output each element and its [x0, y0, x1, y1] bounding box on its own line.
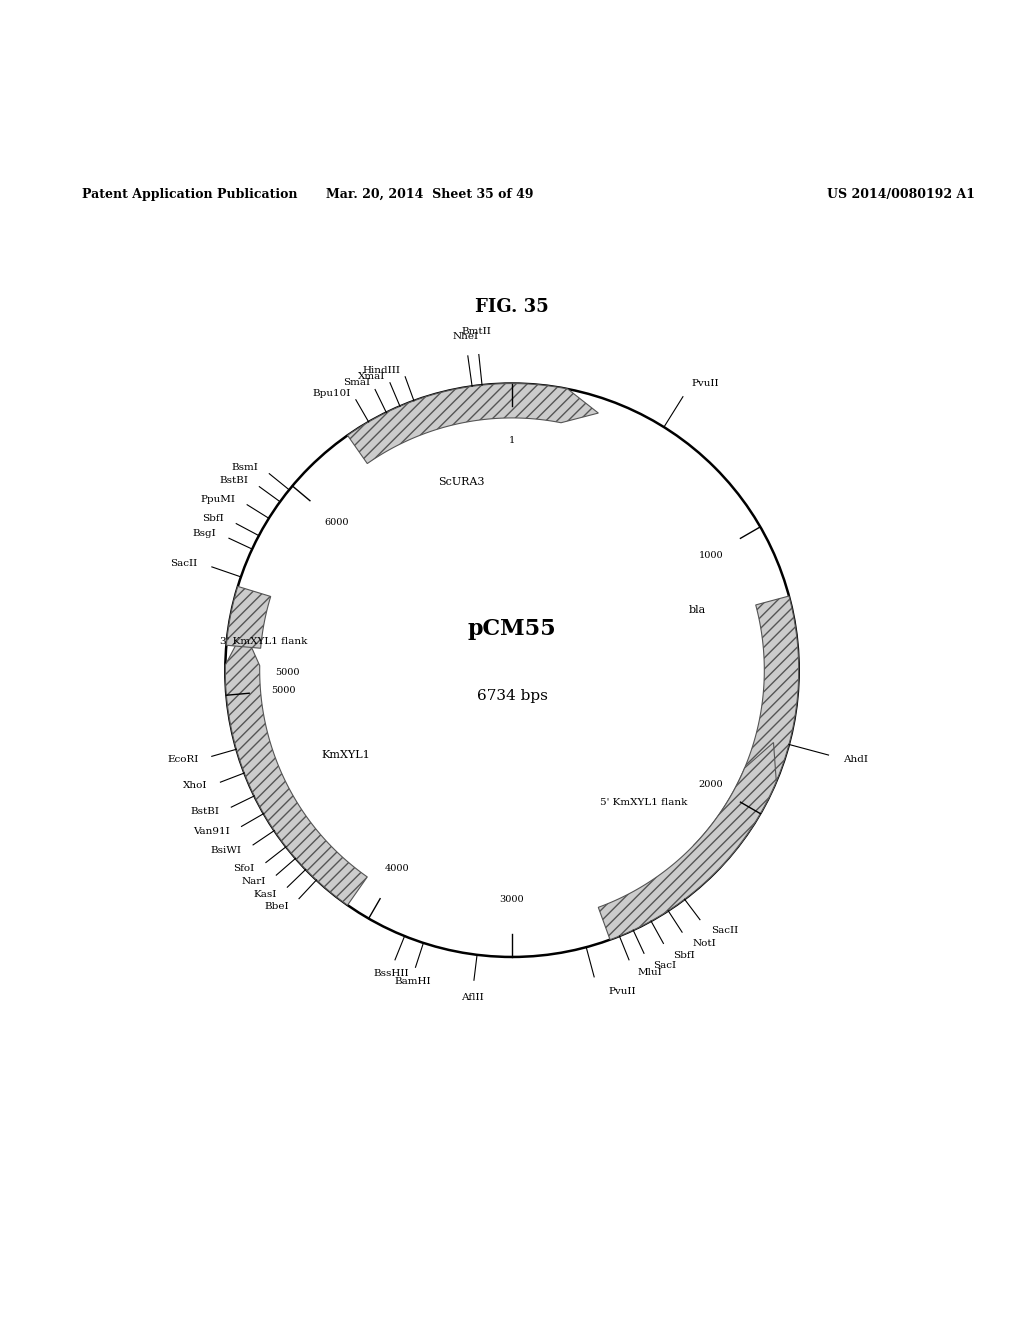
Text: Bpu10I: Bpu10I: [312, 388, 350, 397]
Text: PpuMI: PpuMI: [201, 495, 236, 504]
Text: NotI: NotI: [692, 939, 716, 948]
Text: HindIII: HindIII: [362, 366, 400, 375]
Text: pCM55: pCM55: [468, 618, 556, 640]
Text: Van91I: Van91I: [193, 828, 229, 836]
Text: 2000: 2000: [698, 780, 723, 789]
Text: bla: bla: [689, 605, 707, 615]
Text: PvuII: PvuII: [608, 987, 636, 997]
Text: SmaI: SmaI: [343, 379, 370, 388]
Text: 6734 bps: 6734 bps: [476, 689, 548, 702]
Text: 4000: 4000: [385, 865, 410, 874]
Text: 3000: 3000: [500, 895, 524, 904]
PathPatch shape: [226, 586, 270, 648]
Text: KmXYL1: KmXYL1: [322, 750, 371, 760]
Text: Mar. 20, 2014  Sheet 35 of 49: Mar. 20, 2014 Sheet 35 of 49: [327, 187, 534, 201]
Text: BamHI: BamHI: [394, 977, 431, 986]
Text: BssHII: BssHII: [374, 969, 409, 978]
PathPatch shape: [225, 630, 368, 906]
PathPatch shape: [347, 384, 598, 463]
Text: BstBI: BstBI: [190, 807, 219, 816]
Text: AhdI: AhdI: [844, 755, 868, 763]
Text: PvuII: PvuII: [691, 379, 719, 388]
Text: AflII: AflII: [461, 994, 483, 1002]
Text: SbfI: SbfI: [203, 515, 224, 523]
Text: 6000: 6000: [324, 519, 348, 527]
Text: BsgI: BsgI: [193, 529, 217, 539]
Text: KasI: KasI: [254, 890, 276, 899]
Text: FIG. 35: FIG. 35: [475, 298, 549, 315]
Text: US 2014/0080192 A1: US 2014/0080192 A1: [827, 187, 975, 201]
Text: 5000: 5000: [271, 685, 296, 694]
Text: 1000: 1000: [698, 550, 723, 560]
PathPatch shape: [598, 742, 776, 940]
Text: NheI: NheI: [453, 331, 479, 341]
Text: EcoRI: EcoRI: [168, 755, 199, 764]
Text: 3' KmXYL1 flank: 3' KmXYL1 flank: [220, 638, 307, 645]
Text: NarI: NarI: [241, 878, 265, 886]
Text: Patent Application Publication: Patent Application Publication: [82, 187, 297, 201]
Text: BstBI: BstBI: [219, 477, 248, 486]
Text: BsmI: BsmI: [231, 463, 258, 471]
Text: SacII: SacII: [711, 925, 738, 935]
Text: SacII: SacII: [170, 560, 197, 568]
PathPatch shape: [681, 597, 799, 883]
Text: 5000: 5000: [275, 668, 300, 677]
Text: 1: 1: [509, 437, 515, 445]
Text: SfoI: SfoI: [233, 865, 255, 874]
Text: BsiWI: BsiWI: [211, 846, 242, 855]
Text: 5' KmXYL1 flank: 5' KmXYL1 flank: [600, 797, 687, 807]
Text: BmtII: BmtII: [462, 327, 492, 337]
Text: BbeI: BbeI: [264, 902, 289, 911]
Text: SacI: SacI: [652, 961, 676, 970]
Text: ScURA3: ScURA3: [438, 477, 484, 487]
Text: MluI: MluI: [637, 968, 662, 977]
Text: XhoI: XhoI: [183, 781, 208, 791]
Text: SbfI: SbfI: [673, 950, 694, 960]
Text: XmaI: XmaI: [357, 372, 385, 380]
